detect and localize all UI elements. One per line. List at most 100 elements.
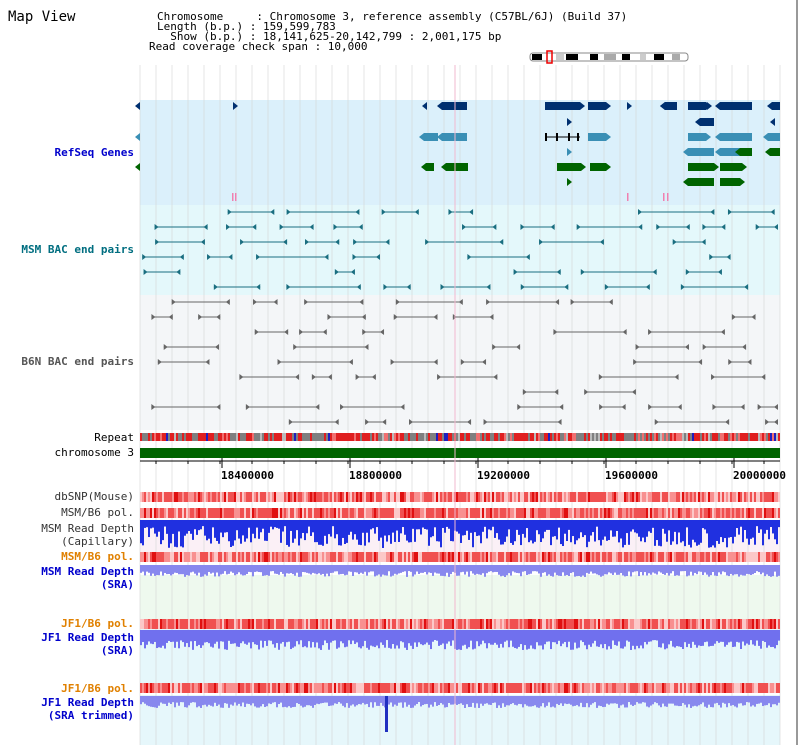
depth-bar	[246, 565, 248, 574]
depth-bar	[464, 696, 466, 708]
heat-cell	[480, 508, 482, 518]
depth-bar	[588, 565, 590, 574]
depth-bar	[210, 630, 212, 647]
b6n-bac-pair-end	[698, 359, 703, 365]
heat-tracks[interactable]	[140, 492, 780, 693]
depth-bar	[202, 520, 204, 527]
depth-bar	[488, 630, 490, 644]
heat-cell	[500, 492, 502, 502]
heat-cell	[668, 508, 670, 518]
heat-cell	[422, 552, 424, 562]
heat-cell	[334, 683, 336, 693]
b6n-bac-pair-end	[654, 419, 659, 425]
depth-bar	[298, 630, 300, 645]
depth-bar	[760, 630, 762, 649]
msm-bac-label[interactable]: MSM BAC end pairs	[21, 243, 134, 256]
depth-bar	[560, 565, 562, 576]
depth-bar	[158, 520, 160, 532]
chromosome-ideogram[interactable]	[529, 50, 689, 64]
depth-bar	[450, 565, 452, 575]
heat-cell	[266, 552, 268, 562]
depth-bar	[396, 520, 398, 531]
jf1-b6-pol-label[interactable]: JF1/B6 pol.	[61, 617, 134, 630]
jf1-b6-pol-2-label[interactable]: JF1/B6 pol.	[61, 682, 134, 695]
refseq-genes-label[interactable]: RefSeq Genes	[54, 146, 134, 159]
heat-cell	[146, 508, 148, 518]
heat-cell	[644, 492, 646, 502]
jf1-read-depth-trim-label[interactable]: JF1 Read Depth	[41, 696, 134, 709]
heat-cell	[364, 508, 366, 518]
depth-bar	[346, 696, 348, 704]
depth-bar	[388, 696, 390, 705]
msm-read-depth-cap-label[interactable]: MSM Read Depth	[41, 522, 134, 535]
msm-bac-track[interactable]	[142, 209, 778, 290]
heat-cell	[236, 619, 238, 629]
heat-cell	[288, 683, 290, 693]
depth-bar	[176, 630, 178, 642]
heat-cell	[590, 619, 592, 629]
heat-cell	[176, 508, 178, 518]
repeat-track[interactable]	[140, 433, 780, 441]
repeat-block	[346, 433, 348, 441]
depth-bar	[710, 520, 712, 548]
heat-cell	[416, 683, 418, 693]
heat-cell	[770, 508, 772, 518]
repeat-block	[526, 433, 528, 441]
heat-cell	[698, 552, 700, 562]
refseq-genes-track[interactable]	[135, 102, 780, 201]
depth-bar	[356, 696, 358, 706]
heat-cell	[150, 492, 152, 502]
dbsnp-label[interactable]: dbSNP(Mouse)	[54, 490, 134, 503]
depth-bar	[704, 520, 706, 530]
depth-bar	[660, 520, 662, 547]
chromosome-bar[interactable]	[140, 448, 780, 458]
depth-bar	[648, 696, 650, 708]
heat-cell	[190, 492, 192, 502]
heat-cell	[484, 683, 486, 693]
repeat-block	[648, 433, 650, 441]
msm-bac-pair-end	[335, 239, 340, 245]
heat-cell	[396, 619, 398, 629]
heat-cell	[270, 619, 272, 629]
b6n-bac-pair-end	[362, 329, 367, 335]
heat-cell	[538, 619, 540, 629]
heat-cell	[622, 683, 624, 693]
heat-cell	[562, 508, 564, 518]
b6n-bac-pair-end	[390, 359, 395, 365]
depth-bar	[534, 520, 536, 542]
b6n-bac-pair-end	[239, 374, 244, 380]
depth-bar	[200, 696, 202, 708]
repeat-block	[714, 433, 716, 441]
msm-b6-pol-label[interactable]: MSM/B6 pol.	[61, 506, 134, 519]
depth-bar	[316, 630, 318, 643]
depth-bar	[270, 565, 272, 572]
b6n-bac-track[interactable]	[151, 299, 778, 425]
heat-cell	[606, 683, 608, 693]
depth-bar	[264, 630, 266, 641]
b6n-bac-label[interactable]: B6N BAC end pairs	[21, 355, 134, 368]
b6n-bac-pair-end	[395, 299, 400, 305]
depth-bar	[664, 520, 666, 534]
heat-cell	[632, 683, 634, 693]
heat-cell	[406, 619, 408, 629]
depth-bar	[152, 630, 154, 645]
depth-bar	[382, 565, 384, 575]
depth-bar	[282, 520, 284, 532]
repeat-block	[598, 433, 600, 441]
msm-b6-pol-2-label[interactable]: MSM/B6 pol.	[61, 550, 134, 563]
depth-bar	[340, 520, 342, 546]
msm-read-depth-sra-label[interactable]: MSM Read Depth	[41, 565, 134, 578]
heat-cell	[538, 508, 540, 518]
heat-cell	[624, 508, 626, 518]
repeat-block	[196, 433, 198, 441]
jf1-read-depth-label[interactable]: JF1 Read Depth	[41, 631, 134, 644]
repeat-block	[462, 433, 464, 441]
repeat-block	[344, 433, 346, 441]
depth-bar	[376, 520, 378, 528]
depth-tracks[interactable]	[140, 520, 780, 732]
depth-bar	[732, 696, 734, 706]
heat-cell	[498, 508, 500, 518]
depth-bar	[276, 565, 278, 574]
heat-cell	[726, 492, 728, 502]
